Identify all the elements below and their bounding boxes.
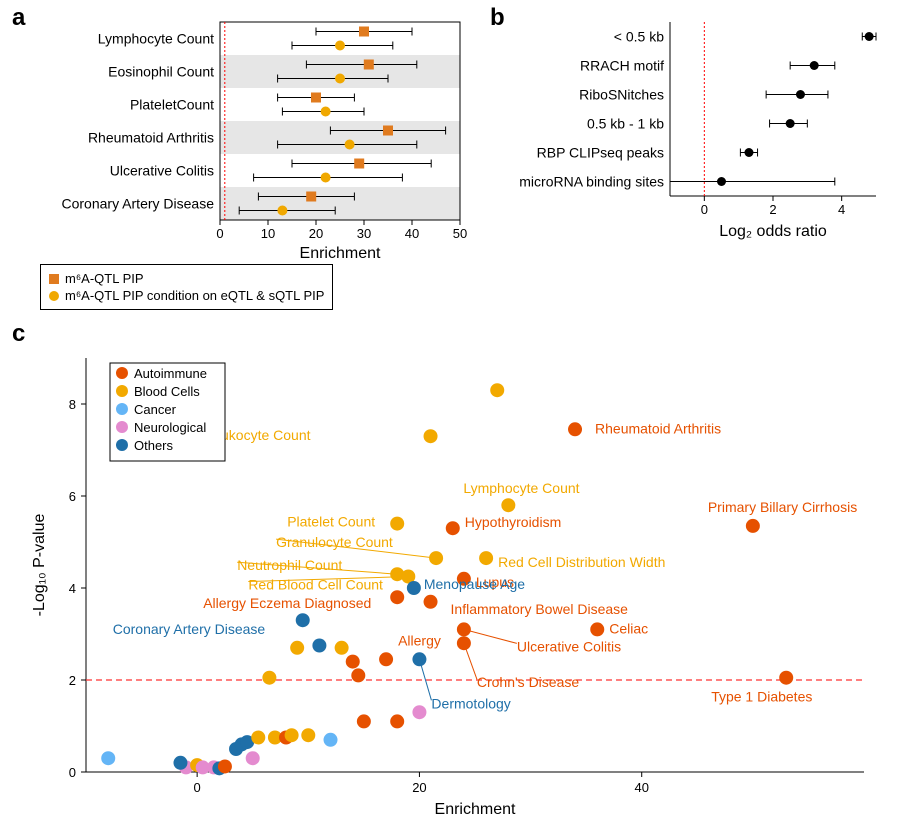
svg-text:Rheumatoid Arthritis: Rheumatoid Arthritis (88, 130, 214, 146)
panel-c-chart: 0204002468Enrichment-Log₁₀ P-valueLeukoc… (24, 350, 884, 820)
svg-text:RiboSNitches: RiboSNitches (579, 87, 664, 103)
svg-text:PlateletCount: PlateletCount (130, 97, 214, 113)
legend-a-label-1: m⁶A-QTL PIP (65, 271, 144, 286)
svg-text:< 0.5 kb: < 0.5 kb (614, 29, 664, 45)
svg-text:Allergy Eczema Diagnosed: Allergy Eczema Diagnosed (203, 595, 371, 611)
svg-text:Log₂ odds ratio: Log₂ odds ratio (719, 223, 827, 240)
svg-text:microRNA binding sites: microRNA binding sites (519, 174, 664, 190)
panel-c-label: c (12, 320, 25, 348)
svg-text:0.5 kb - 1 kb: 0.5 kb - 1 kb (587, 116, 664, 132)
svg-text:Cancer: Cancer (134, 402, 177, 417)
legend-a-swatch-2 (49, 291, 59, 301)
svg-text:0: 0 (216, 226, 223, 241)
svg-text:Crohn's Disease: Crohn's Disease (477, 674, 579, 690)
svg-text:0: 0 (69, 765, 76, 780)
svg-text:0: 0 (701, 202, 708, 217)
svg-text:30: 30 (357, 226, 371, 241)
panel-b-chart: 0 2 4 Log₂ odds ratio < 0.5 kb RRACH motif Rib… (500, 14, 890, 244)
svg-text:0: 0 (194, 780, 201, 795)
svg-text:Dermotology: Dermotology (431, 695, 510, 711)
svg-text:Inflammatory Bowel Disease: Inflammatory Bowel Disease (451, 601, 629, 617)
svg-text:8: 8 (69, 397, 76, 412)
svg-text:20: 20 (309, 226, 323, 241)
svg-text:Lymphocyte Count: Lymphocyte Count (98, 31, 214, 47)
svg-text:Enrichment: Enrichment (435, 801, 516, 818)
svg-text:Others: Others (134, 438, 174, 453)
svg-text:Enrichment: Enrichment (300, 245, 381, 262)
svg-text:40: 40 (634, 780, 648, 795)
svg-text:Coronary Artery Disease: Coronary Artery Disease (61, 196, 214, 212)
panel-a-legend: m⁶A-QTL PIP m⁶A-QTL PIP condition on eQT… (40, 264, 333, 310)
svg-text:40: 40 (405, 226, 419, 241)
svg-text:4: 4 (69, 581, 76, 596)
svg-text:Type 1 Diabetes: Type 1 Diabetes (711, 689, 812, 705)
svg-text:Platelet Count: Platelet Count (287, 514, 375, 530)
svg-text:Red Cell Distribution Width: Red Cell Distribution Width (498, 554, 665, 570)
legend-a-item-2: m⁶A-QTL PIP condition on eQTL & sQTL PIP (49, 288, 324, 303)
svg-text:6: 6 (69, 489, 76, 504)
legend-a-swatch-1 (49, 274, 59, 284)
svg-text:Ulcerative Colitis: Ulcerative Colitis (517, 638, 621, 654)
panel-a-label: a (12, 4, 25, 32)
svg-text:RBP CLIPseq peaks: RBP CLIPseq peaks (537, 145, 664, 161)
svg-text:Blood Cells: Blood Cells (134, 384, 200, 399)
svg-text:Celiac: Celiac (609, 620, 648, 636)
svg-text:50: 50 (453, 226, 467, 241)
svg-text:2: 2 (769, 202, 776, 217)
svg-text:Menopause Age: Menopause Age (424, 576, 525, 592)
svg-text:Coronary Artery Disease: Coronary Artery Disease (113, 621, 266, 637)
svg-text:4: 4 (838, 202, 845, 217)
svg-text:RRACH motif: RRACH motif (580, 58, 664, 74)
svg-text:Rheumatoid Arthritis: Rheumatoid Arthritis (595, 420, 721, 436)
legend-a-item-1: m⁶A-QTL PIP (49, 271, 324, 286)
svg-text:Eosinophil Count: Eosinophil Count (108, 64, 214, 80)
svg-text:Lymphocyte Count: Lymphocyte Count (463, 480, 579, 496)
svg-text:Neutrophil Count: Neutrophil Count (237, 557, 342, 573)
svg-text:Red Blood Cell Count: Red Blood Cell Count (248, 577, 383, 593)
panel-a-chart: 0 10 20 30 40 50 Enrichment Lymphocyte Count Eos… (30, 14, 470, 264)
page: a b c 01020304050EnrichmentLymphocyte Co… (0, 0, 900, 830)
svg-text:Neurological: Neurological (134, 420, 206, 435)
svg-text:Allergy: Allergy (398, 632, 441, 648)
svg-text:10: 10 (261, 226, 275, 241)
svg-text:Autoimmune: Autoimmune (134, 366, 207, 381)
svg-text:Hypothyroidism: Hypothyroidism (465, 514, 561, 530)
legend-a-label-2: m⁶A-QTL PIP condition on eQTL & sQTL PIP (65, 288, 324, 303)
svg-text:Ulcerative Colitis: Ulcerative Colitis (110, 163, 214, 179)
svg-text:20: 20 (412, 780, 426, 795)
svg-text:-Log₁₀ P-value: -Log₁₀ P-value (31, 514, 48, 617)
svg-text:Granulocyte Count: Granulocyte Count (276, 534, 393, 550)
svg-text:Primary Billary Cirrhosis: Primary Billary Cirrhosis (708, 499, 857, 515)
svg-text:2: 2 (69, 673, 76, 688)
